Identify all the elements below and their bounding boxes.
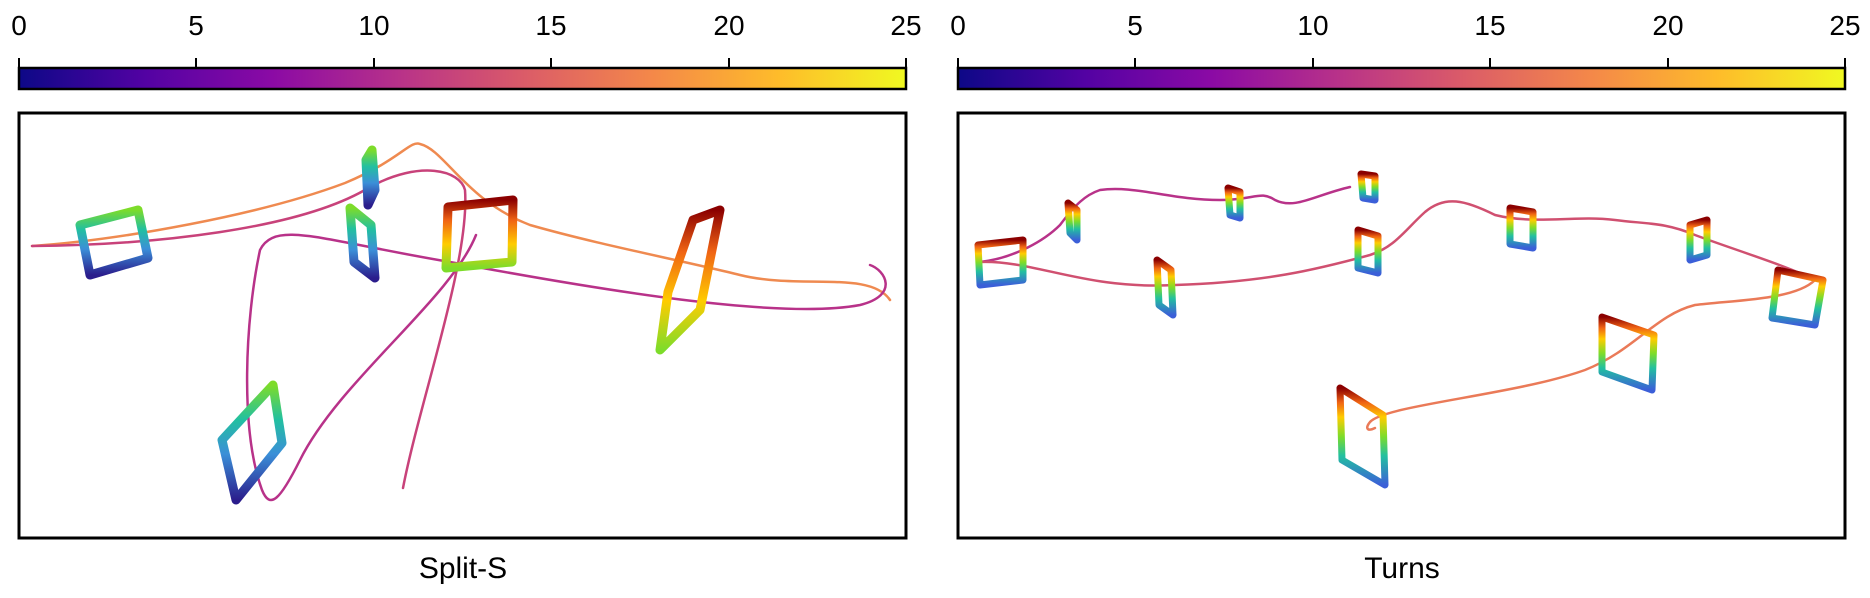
panel-split-s: 0 5 10 15 20 25 Split-S <box>11 10 921 585</box>
colorbar-tick-label: 25 <box>890 10 921 41</box>
colorbar-tick-label: 5 <box>188 10 204 41</box>
colorbar-tick-labels: 0 5 10 15 20 25 <box>11 10 921 41</box>
gate <box>1224 184 1244 222</box>
gate <box>1357 170 1379 204</box>
gates <box>974 170 1827 489</box>
colorbar-tick-label: 25 <box>1829 10 1860 41</box>
gates <box>75 145 725 505</box>
chart-split-s: 0 5 10 15 20 25 Split-S <box>11 10 921 585</box>
gate <box>441 195 518 273</box>
panel-caption: Turns <box>1364 552 1440 585</box>
colorbar-tick-label: 10 <box>358 10 389 41</box>
gate <box>974 236 1027 289</box>
colorbar-ticks <box>18 58 907 68</box>
trajectory-segment <box>1366 278 1817 431</box>
panel-caption: Split-S <box>419 552 507 585</box>
trajectory-segment <box>30 142 892 302</box>
gate <box>1153 256 1177 319</box>
colorbar-ticks <box>957 58 1846 68</box>
panel-turns: 0 5 10 15 20 25 Tur <box>935 0 1870 598</box>
gate <box>217 380 287 505</box>
plot-frame <box>17 111 908 540</box>
trajectory-segment <box>978 185 1352 264</box>
gate <box>361 145 380 210</box>
colorbar <box>956 66 1847 91</box>
colorbar-tick-label: 0 <box>11 10 27 41</box>
chart-turns: 0 5 10 15 20 25 Tur <box>950 10 1860 585</box>
gate <box>655 205 725 355</box>
colorbar-tick-label: 20 <box>1652 10 1683 41</box>
gate <box>1686 216 1711 264</box>
colorbar-tick-label: 15 <box>1474 10 1505 41</box>
colorbar-tick-label: 5 <box>1127 10 1143 41</box>
gate <box>75 205 153 280</box>
gate <box>1506 204 1537 252</box>
colorbar-tick-label: 15 <box>535 10 566 41</box>
gate <box>1354 226 1382 277</box>
colorbar-tick-label: 10 <box>1297 10 1328 41</box>
colorbar-tick-label: 20 <box>713 10 744 41</box>
trajectory-segment <box>245 233 887 502</box>
colorbar <box>17 66 908 91</box>
gate <box>345 203 380 283</box>
trajectory <box>30 142 892 502</box>
trajectory-segment <box>30 169 467 490</box>
colorbar-tick-label: 0 <box>950 10 966 41</box>
plot-frame <box>956 111 1847 540</box>
gate <box>1598 313 1658 394</box>
gate <box>1064 199 1081 244</box>
gate <box>1336 384 1389 489</box>
colorbar-tick-labels: 0 5 10 15 20 25 <box>950 10 1860 41</box>
gate <box>1768 266 1827 329</box>
